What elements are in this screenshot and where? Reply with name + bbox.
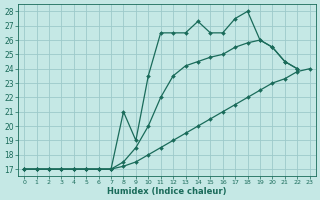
X-axis label: Humidex (Indice chaleur): Humidex (Indice chaleur) [107, 187, 227, 196]
